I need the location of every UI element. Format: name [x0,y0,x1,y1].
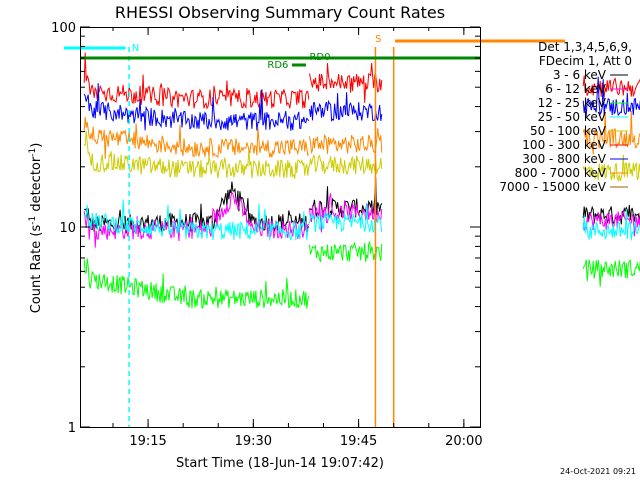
generated-date: 24-Oct-2021 09:21 [560,467,636,476]
series-trace [83,130,310,179]
series-trace [582,259,640,287]
series-trace [83,116,310,159]
chart-title: RHESSI Observing Summary Count Rates [115,3,445,22]
series-6 [83,52,640,110]
series-trace [309,202,383,234]
x-tick-label: 20:00 [445,434,482,449]
series-trace [309,154,383,175]
legend-label: 300 - 800 keV [522,152,606,166]
series-trace [309,240,383,262]
legend-label: 12 - 25 keV [538,96,607,110]
legend-label: 3 - 6 keV [553,68,607,82]
series-trace [309,92,383,122]
legend-label: 6 - 12 keV [545,82,607,96]
y-axis-label: Count Rate (s-1 detector-1) [28,143,44,314]
x-tick-label: 19:30 [235,434,272,449]
legend-header-2: FDecim 1, Att 0 [539,54,632,68]
series-trace [582,154,640,183]
x-tick-label: 19:15 [129,434,166,449]
legend-label: 100 - 300 keV [522,138,606,152]
series-trace [83,199,310,241]
series-trace [582,209,640,237]
series-trace [582,76,640,117]
x-tick-label: 19:45 [340,434,377,449]
x-axis-ticks: 19:15 19:30 19:45 20:00 [112,27,483,449]
series-trace [309,128,383,155]
series-trace [582,209,640,241]
y-tick-label: 10 [59,221,76,236]
legend-label: 7000 - 15000 keV [499,180,606,194]
annotation-s: S [375,34,381,45]
flag-lines [128,47,395,427]
series-trace [309,176,383,218]
legend: Det 1,3,4,5,6,9, FDecim 1, Att 0 3 - 6 k… [499,40,632,194]
series-trace [582,110,640,155]
legend-header-1: Det 1,3,4,5,6,9, [538,40,632,54]
legend-label: 25 - 50 keV [538,110,607,124]
legend-label: 800 - 7000 keV [515,166,607,180]
series-group [83,52,640,309]
y-tick-label: 1 [68,421,76,436]
series-trace [582,75,640,98]
annotation-n: N [132,43,139,54]
x-axis-label: Start Time (18-Jun-14 19:07:42) [176,456,384,471]
series-3 [83,240,640,309]
annotation-rd0: RD0 [309,52,330,63]
series-5 [83,130,640,183]
legend-label: 50 - 100 keV [530,124,607,138]
series-trace [83,258,310,309]
series-4 [83,199,640,241]
y-axis-ticks: 1 10 100 [51,21,480,436]
series-8 [83,110,640,159]
flag-annotations: N S RD6 RD0 [63,34,565,71]
y-tick-label: 100 [51,21,76,36]
series-trace [309,193,383,233]
series-trace [309,62,383,103]
series-trace [83,83,310,131]
annotation-rd6: RD6 [267,60,288,71]
series-7 [83,76,640,131]
series-trace [83,52,310,110]
